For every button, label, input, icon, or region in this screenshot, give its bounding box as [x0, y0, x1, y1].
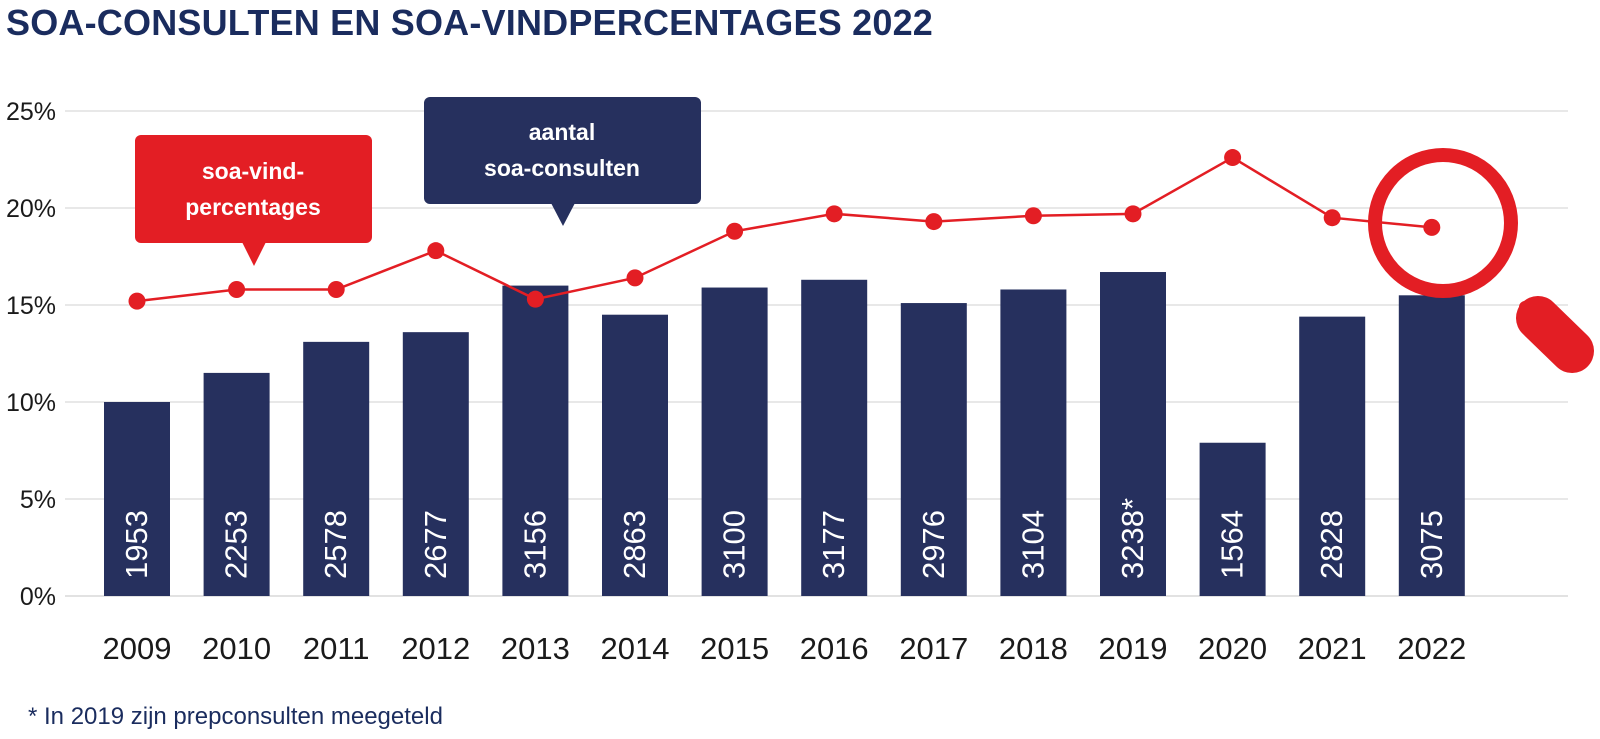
callout-line-text-2: percentages	[185, 194, 321, 220]
bar-2010	[203, 372, 270, 596]
x-tick-label: 2011	[303, 631, 370, 666]
line-point	[1224, 149, 1242, 167]
y-tick-label: 20%	[6, 195, 56, 223]
line-path	[136, 156, 1432, 303]
bar-value-label: 2976	[916, 510, 951, 579]
line-point	[1124, 205, 1142, 223]
x-tick-label: 2019	[1099, 631, 1168, 666]
x-tick-label: 2016	[800, 631, 869, 666]
x-tick-label: 2017	[899, 631, 968, 666]
x-tick-label: 2015	[700, 631, 769, 666]
callout-line-box	[135, 135, 372, 243]
x-tick-label: 2014	[601, 631, 670, 666]
bar-value-label: 2828	[1314, 510, 1349, 579]
bar-2011	[303, 341, 370, 596]
line-point	[526, 290, 544, 308]
bar-2016	[801, 279, 868, 596]
line-point	[1024, 207, 1042, 225]
bar-value-label: 2253	[219, 510, 254, 579]
page-title: SOA-CONSULTEN EN SOA-VINDPERCENTAGES 202…	[6, 2, 934, 43]
bar-value-label: 1564	[1215, 510, 1250, 579]
bar-2019	[1100, 272, 1166, 596]
bar-value-label: 3100	[717, 510, 752, 579]
callout-bars-text-2: soa-consulten	[484, 155, 640, 181]
bar-2015	[701, 287, 768, 596]
line-point	[726, 222, 744, 240]
bar-2021	[1299, 316, 1366, 596]
line-point	[1323, 209, 1341, 227]
callout-line: soa-vind- percentages	[135, 135, 372, 266]
bar-value-label: 3177	[816, 510, 851, 579]
bar-2020	[1199, 442, 1266, 596]
bar-value-label: 2863	[617, 510, 652, 579]
y-tick-label: 25%	[6, 98, 56, 126]
bar-2012	[402, 332, 469, 596]
callout-bars-text-1: aantal	[529, 119, 595, 145]
callout-bars: aantal soa-consulten	[424, 97, 701, 226]
bar-value-label: 3075	[1414, 510, 1449, 579]
find-percentage-line	[128, 149, 1441, 310]
y-axis-ticks: 0% 5% 10% 15% 20% 25%	[6, 98, 56, 611]
bar-value-labels: 1953 2253 2578 2677 3156 2863 3100 3177 2976 3104…	[119, 498, 1449, 579]
x-axis-ticks: 2009 2010 2011 2012 2013 2014 2015 2016 2017 2018…	[103, 631, 1467, 666]
bar-2013	[502, 285, 569, 596]
line-point	[1423, 218, 1441, 236]
footnote: * In 2019 zijn prepconsulten meegeteld	[28, 703, 443, 730]
line-point	[925, 213, 943, 231]
callout-line-text-1: soa-vind-	[202, 158, 304, 184]
line-point	[825, 205, 843, 223]
line-point	[626, 269, 644, 287]
bar-value-label: 1953	[119, 510, 154, 579]
callout-line-pointer	[242, 242, 266, 266]
bars	[104, 272, 1465, 596]
bar-2018	[1000, 289, 1067, 596]
line-point	[427, 242, 445, 260]
magnifier-icon	[1368, 148, 1594, 373]
bar-value-label: 3156	[517, 510, 552, 579]
x-tick-label: 2010	[202, 631, 271, 666]
bar-2017	[900, 303, 967, 596]
bar-2009	[104, 402, 170, 596]
x-tick-label: 2022	[1397, 631, 1466, 666]
x-tick-label: 2012	[401, 631, 470, 666]
bar-value-label: 3238*	[1115, 498, 1150, 579]
x-tick-label: 2018	[999, 631, 1068, 666]
x-tick-label: 2021	[1298, 631, 1367, 666]
callout-bars-box	[424, 97, 701, 204]
line-point	[128, 292, 146, 310]
x-tick-label: 2013	[501, 631, 570, 666]
bar-value-label: 2578	[318, 510, 353, 579]
y-tick-label: 5%	[20, 486, 56, 514]
callout-bars-pointer	[551, 203, 575, 226]
line-point	[327, 280, 345, 298]
x-tick-label: 2020	[1198, 631, 1267, 666]
y-tick-label: 15%	[6, 292, 56, 320]
y-tick-label: 10%	[6, 389, 56, 417]
x-tick-label: 2009	[103, 631, 172, 666]
line-point	[228, 280, 246, 298]
bar-value-label: 2677	[418, 510, 453, 579]
y-tick-label: 0%	[20, 583, 56, 611]
bar-2014	[602, 314, 668, 596]
bar-2022	[1398, 295, 1465, 596]
bar-value-label: 3104	[1015, 510, 1050, 579]
